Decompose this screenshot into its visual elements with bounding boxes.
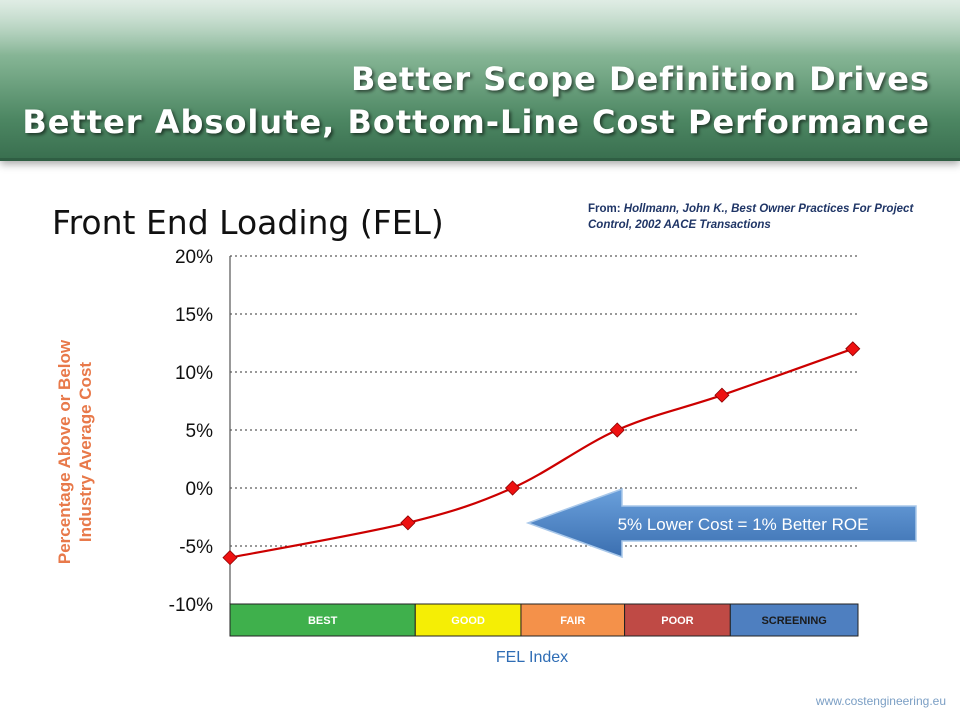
grid-lines xyxy=(230,255,858,605)
data-point-marker xyxy=(222,550,238,566)
data-point-marker xyxy=(845,341,861,357)
y-tick-label: 20% xyxy=(175,247,213,268)
series-markers xyxy=(222,341,861,566)
banner-shine xyxy=(0,0,960,55)
source-prefix: From: xyxy=(588,203,624,215)
y-axis-label-line: Percentage Above or Below xyxy=(55,339,74,564)
series-line xyxy=(229,347,854,559)
slide-title-line1: Better Scope Definition Drives xyxy=(350,60,930,98)
y-tick-label: -10% xyxy=(169,595,213,616)
band-screening xyxy=(729,603,859,637)
band-label: FAIR xyxy=(560,615,585,627)
callout-label: 5% Lower Cost = 1% Better ROE xyxy=(618,515,869,534)
y-tick-label: 5% xyxy=(186,421,214,442)
y-tick-label: 0% xyxy=(186,479,214,500)
x-axis-label: FEL Index xyxy=(496,649,568,666)
y-tick-labels: 20% 15% 10% 5% 0% -5% -10% xyxy=(169,247,213,616)
band-label: POOR xyxy=(661,615,693,627)
data-point-marker xyxy=(505,480,521,496)
band-label: GOOD xyxy=(451,615,485,627)
y-axis-label-line: Industry Average Cost xyxy=(76,362,95,542)
slide-title-line2: Better Absolute, Bottom-Line Cost Perfor… xyxy=(22,103,930,141)
band-good xyxy=(414,603,522,637)
data-point-marker xyxy=(714,387,730,403)
callout-arrow: 5% Lower Cost = 1% Better ROE xyxy=(525,487,917,559)
chart-heading: Front End Loading (FEL) xyxy=(52,203,444,242)
title-banner: Better Scope Definition Drives Better Ab… xyxy=(0,0,960,161)
source-text: Hollmann, John K., Best Owner Practices … xyxy=(588,203,914,231)
y-tick-label: 15% xyxy=(175,305,213,326)
band-best xyxy=(229,603,416,637)
y-tick-label: -5% xyxy=(179,537,213,558)
data-point-marker xyxy=(609,422,625,438)
fel-category-bands: BEST GOOD FAIR POOR SCREENING xyxy=(229,603,859,637)
band-label: SCREENING xyxy=(761,615,826,627)
y-axis-label: Percentage Above or Below Industry Averag… xyxy=(55,339,95,564)
y-tick-label: 10% xyxy=(175,363,213,384)
data-point-marker xyxy=(400,515,416,531)
callout-arrow-shape xyxy=(525,487,917,559)
source-citation: From: Hollmann, John K., Best Owner Prac… xyxy=(588,201,928,233)
band-label: BEST xyxy=(308,615,338,627)
footer-url: www.costengineering.eu xyxy=(815,694,946,708)
